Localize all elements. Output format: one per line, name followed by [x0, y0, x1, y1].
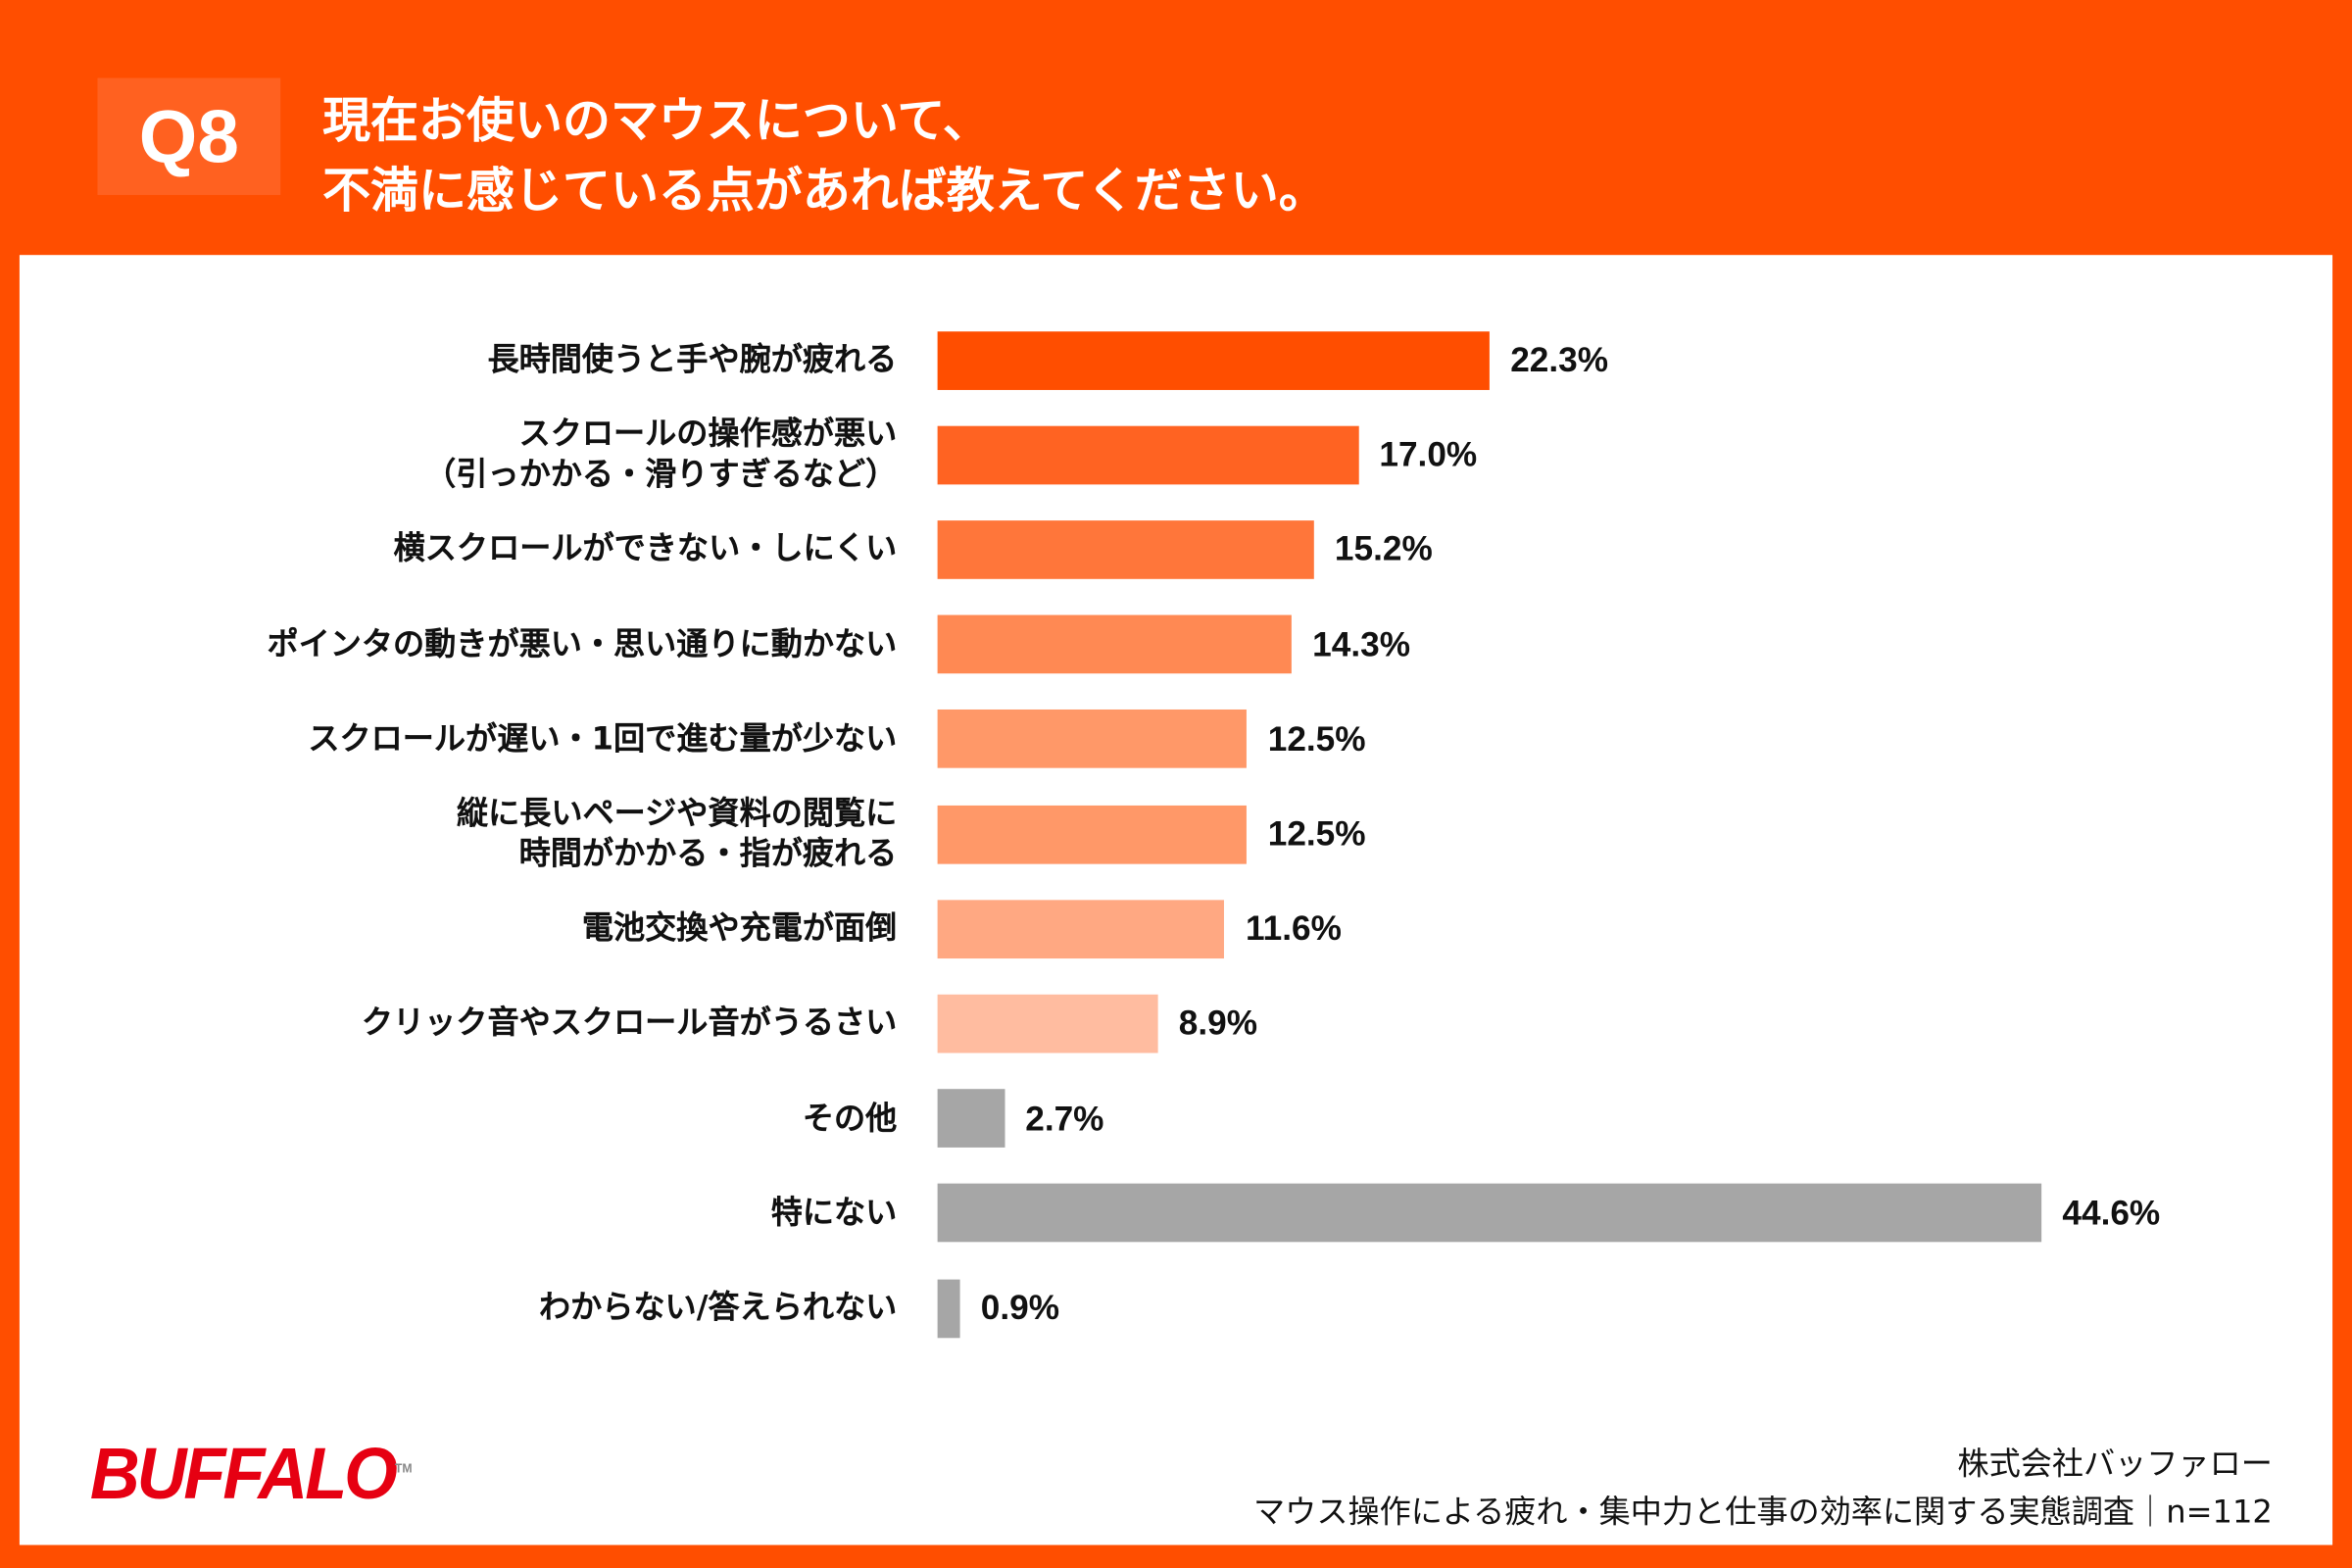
category-label-line: スクロールが遅い・1回で進む量が少ない — [308, 720, 898, 757]
value-label: 0.9% — [980, 1288, 1060, 1327]
category-label-line: わからない/答えられない — [538, 1289, 898, 1326]
category-label-line: その他 — [802, 1100, 898, 1136]
category-label-line: 時間がかかる・指が疲れる — [518, 835, 898, 872]
title-line-2: 不満に感じている点があれば教えてください。 — [322, 162, 1327, 220]
title-line-1: 現在お使いのマウスについて、 — [322, 91, 991, 149]
category-label: 長時間使うと手や腕が疲れる — [487, 340, 897, 380]
category-label-line: クリック音やスクロール音がうるさい — [361, 1004, 898, 1042]
value-label: 11.6% — [1245, 908, 1342, 948]
category-label: クリック音やスクロール音がうるさい — [362, 1004, 897, 1044]
category-label: スクロールが遅い・1回で進む量が少ない — [308, 719, 897, 760]
category-label: 特にない — [771, 1193, 898, 1233]
bar — [937, 1089, 1004, 1149]
bar — [937, 899, 1225, 958]
category-label-line: ポインタの動きが悪い・思い通りに動かない — [267, 625, 898, 662]
category-label-line: （引っかかる・滑りすぎるなど） — [424, 456, 898, 493]
survey-info: マウス操作による疲れ・集中力と仕事の効率に関する実態調査｜n=112 — [1253, 1494, 2273, 1531]
category-label: 縦に長いページや資料の閲覧に時間がかかる・指が疲れる — [457, 794, 897, 875]
category-label: その他 — [803, 1099, 897, 1139]
category-label-line: 横スクロールができない・しにくい — [393, 530, 898, 567]
value-label: 8.9% — [1178, 1003, 1258, 1043]
value-label: 12.5% — [1267, 813, 1366, 854]
value-label: 22.3% — [1510, 339, 1609, 379]
category-label-line: 縦に長いページや資料の閲覧に — [456, 795, 898, 831]
bar — [937, 330, 1490, 390]
bar — [937, 1278, 960, 1338]
buffalo-logo: BUFFALOTM — [90, 1431, 413, 1516]
category-label: わからない/答えられない — [539, 1288, 897, 1328]
value-label: 2.7% — [1025, 1098, 1104, 1138]
bar — [937, 425, 1358, 484]
category-label-line: スクロールの操作感が悪い — [518, 416, 898, 452]
category-label-line: 電池交換や充電が面倒 — [581, 909, 898, 947]
question-badge: Q8 — [97, 77, 281, 195]
category-label: スクロールの操作感が悪い （引っかかる・滑りすぎるなど） — [424, 415, 897, 496]
bar — [937, 805, 1248, 863]
bar — [937, 519, 1314, 579]
logo-tm: TM — [394, 1461, 413, 1476]
value-label: 14.3% — [1312, 623, 1411, 663]
bar — [937, 710, 1248, 769]
bar — [937, 994, 1158, 1054]
category-label: 電池交換や充電が面倒 — [582, 908, 897, 949]
value-label: 12.5% — [1267, 718, 1366, 759]
value-label: 17.0% — [1379, 434, 1478, 474]
category-label: ポインタの動きが悪い・思い通りに動かない — [267, 624, 897, 664]
value-label: 15.2% — [1334, 529, 1433, 568]
company-name: 株式会社バッファロー — [1957, 1446, 2273, 1483]
bar — [937, 1184, 2041, 1243]
category-label: 横スクロールができない・しにくい — [394, 529, 898, 569]
logo-text: BUFFALO — [89, 1432, 398, 1514]
category-label-line: 特にない — [770, 1194, 898, 1231]
value-label: 44.6% — [2062, 1193, 2161, 1233]
category-label-line: 長時間使うと手や腕が疲れる — [487, 341, 898, 377]
bar — [937, 614, 1292, 674]
